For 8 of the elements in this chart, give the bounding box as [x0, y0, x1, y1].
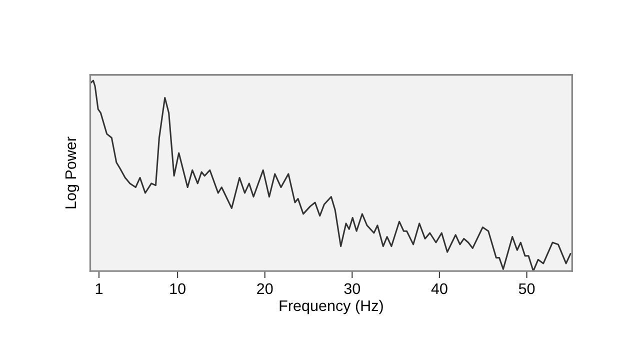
- x-tick-label: 50: [518, 283, 535, 294]
- x-axis-title: Frequency (Hz): [280, 300, 383, 314]
- y-axis-title: Log Power: [65, 136, 80, 208]
- x-tick-label: 10: [170, 283, 186, 294]
- x-tick-label: 30: [344, 283, 360, 294]
- x-tick-label: 40: [431, 283, 448, 294]
- x-tick-label: 1: [96, 283, 102, 294]
- x-tick-label: 20: [257, 283, 273, 294]
